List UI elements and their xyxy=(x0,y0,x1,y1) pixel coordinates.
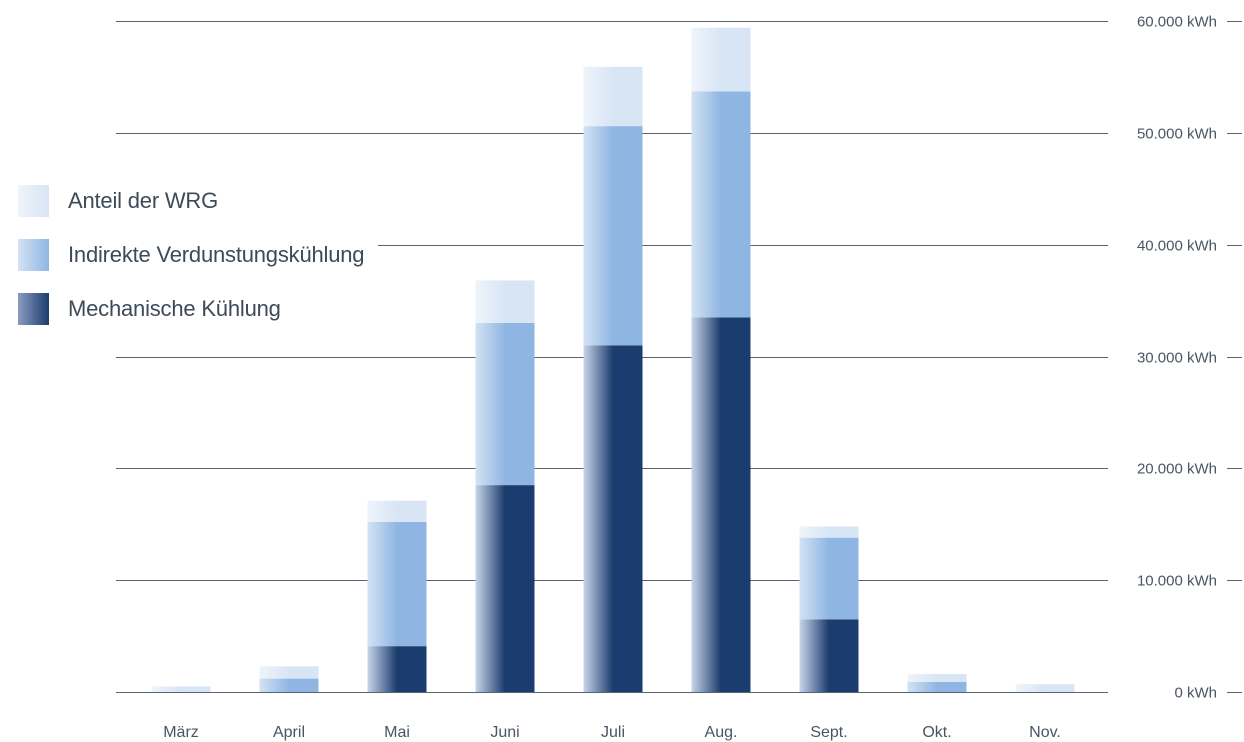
y-tick-label-3: 30.000 kWh xyxy=(1137,350,1217,367)
x-tick-label-2: Mai xyxy=(384,724,410,741)
bar-mechanical-5 xyxy=(691,317,751,692)
legend-label-wrg: Anteil der WRG xyxy=(68,188,219,213)
bar-mechanical-3 xyxy=(475,485,535,692)
bar-wrg-8 xyxy=(1015,684,1075,692)
x-tick-label-6: Sept. xyxy=(810,724,847,741)
y-tick-label-0: 0 kWh xyxy=(1174,685,1217,702)
x-tick-label-5: Aug. xyxy=(705,724,738,741)
bar-mechanical-4 xyxy=(583,345,643,692)
y-axis-labels: 0 kWh 10.000 kWh 20.000 kWh 30.000 kWh 40.00… xyxy=(1133,10,1221,706)
bar-wrg-0 xyxy=(151,686,211,692)
y-tick-label-5: 50.000 kWh xyxy=(1137,126,1217,143)
bar-indirect-7 xyxy=(907,681,967,692)
x-tick-label-1: April xyxy=(273,724,305,741)
x-tick-label-8: Nov. xyxy=(1029,724,1061,741)
legend-item-wrg: Anteil der WRG xyxy=(18,174,364,228)
x-axis-labels: März April Mai Juni Juli Aug. Sept. Okt. Nov. xyxy=(163,724,1061,741)
y-tick-label-4: 40.000 kWh xyxy=(1137,238,1217,255)
bar-wrg-7 xyxy=(907,674,967,682)
grid-lines xyxy=(116,21,1242,693)
legend-swatch-indirect xyxy=(18,239,49,271)
bar-wrg-3 xyxy=(475,280,535,323)
x-tick-label-7: Okt. xyxy=(922,724,951,741)
bar-mechanical-6 xyxy=(799,619,859,692)
legend-label-indirect: Indirekte Verdunstungskühlung xyxy=(68,242,365,267)
bar-mechanical-2 xyxy=(367,646,427,692)
y-tick-label-1: 10.000 kWh xyxy=(1137,573,1217,590)
chart-legend: Anteil der WRG Indirekte Verdunstungsküh… xyxy=(18,174,379,336)
bar-wrg-5 xyxy=(691,27,751,92)
legend-label-mechanical: Mechanische Kühlung xyxy=(68,296,281,321)
bar-indirect-6 xyxy=(799,537,859,620)
legend-swatch-wrg xyxy=(18,185,49,217)
bar-wrg-1 xyxy=(259,666,319,679)
x-tick-label-3: Juni xyxy=(490,724,519,741)
x-tick-label-0: März xyxy=(163,724,199,741)
y-tick-label-2: 20.000 kWh xyxy=(1137,461,1217,478)
legend-swatch-mechanical xyxy=(18,293,49,325)
x-tick-label-4: Juli xyxy=(601,724,625,741)
bar-wrg-6 xyxy=(799,526,859,538)
bar-indirect-5 xyxy=(691,91,751,318)
y-tick-label-6: 60.000 kWh xyxy=(1137,14,1217,31)
bar-indirect-3 xyxy=(475,322,535,486)
bar-indirect-1 xyxy=(259,678,319,692)
legend-item-mechanical: Mechanische Kühlung xyxy=(18,282,364,336)
bar-indirect-2 xyxy=(367,522,427,647)
bar-wrg-4 xyxy=(583,66,643,127)
legend-item-indirect: Indirekte Verdunstungskühlung xyxy=(18,228,365,282)
bar-wrg-2 xyxy=(367,500,427,523)
bars xyxy=(151,27,1075,692)
bar-indirect-4 xyxy=(583,126,643,346)
